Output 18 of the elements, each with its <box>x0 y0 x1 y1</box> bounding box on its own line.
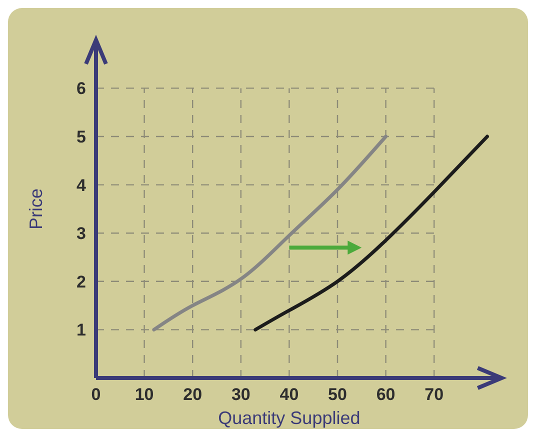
x-tick-label: 40 <box>280 385 299 404</box>
y-axis-title: Price <box>26 188 46 230</box>
x-tick-label: 30 <box>231 385 250 404</box>
line-series <box>254 134 489 332</box>
y-tick-label: 5 <box>76 128 86 146</box>
x-tick-label: 60 <box>376 385 396 404</box>
x-axis-title: Quantity Supplied <box>218 408 360 428</box>
x-tick-label: 10 <box>134 385 154 404</box>
y-tick-label: 4 <box>76 176 87 195</box>
y-tick-label: 1 <box>76 320 86 340</box>
line-series <box>152 134 388 332</box>
x-tick-label: 50 <box>328 385 347 404</box>
y-tick-label: 2 <box>76 272 86 292</box>
x-tick-label: 20 <box>183 385 202 404</box>
y-tick-label: 3 <box>76 224 86 244</box>
y-tick-label: 6 <box>76 79 86 98</box>
x-tick-label: 0 <box>91 385 101 404</box>
x-tick-label: 70 <box>424 385 444 404</box>
